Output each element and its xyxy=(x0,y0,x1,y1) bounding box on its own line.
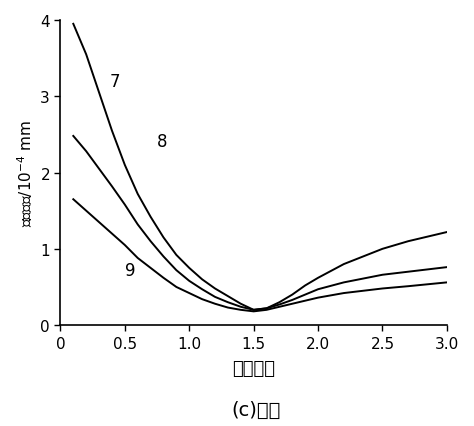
Text: 9: 9 xyxy=(125,262,136,279)
Text: 8: 8 xyxy=(157,132,167,150)
X-axis label: 啮合周期: 啮合周期 xyxy=(232,359,275,377)
Y-axis label: 磨损深度/$10^{-4}$ mm: 磨损深度/$10^{-4}$ mm xyxy=(15,120,35,227)
Text: 7: 7 xyxy=(109,73,120,91)
Text: (c)转矩: (c)转矩 xyxy=(231,400,281,419)
